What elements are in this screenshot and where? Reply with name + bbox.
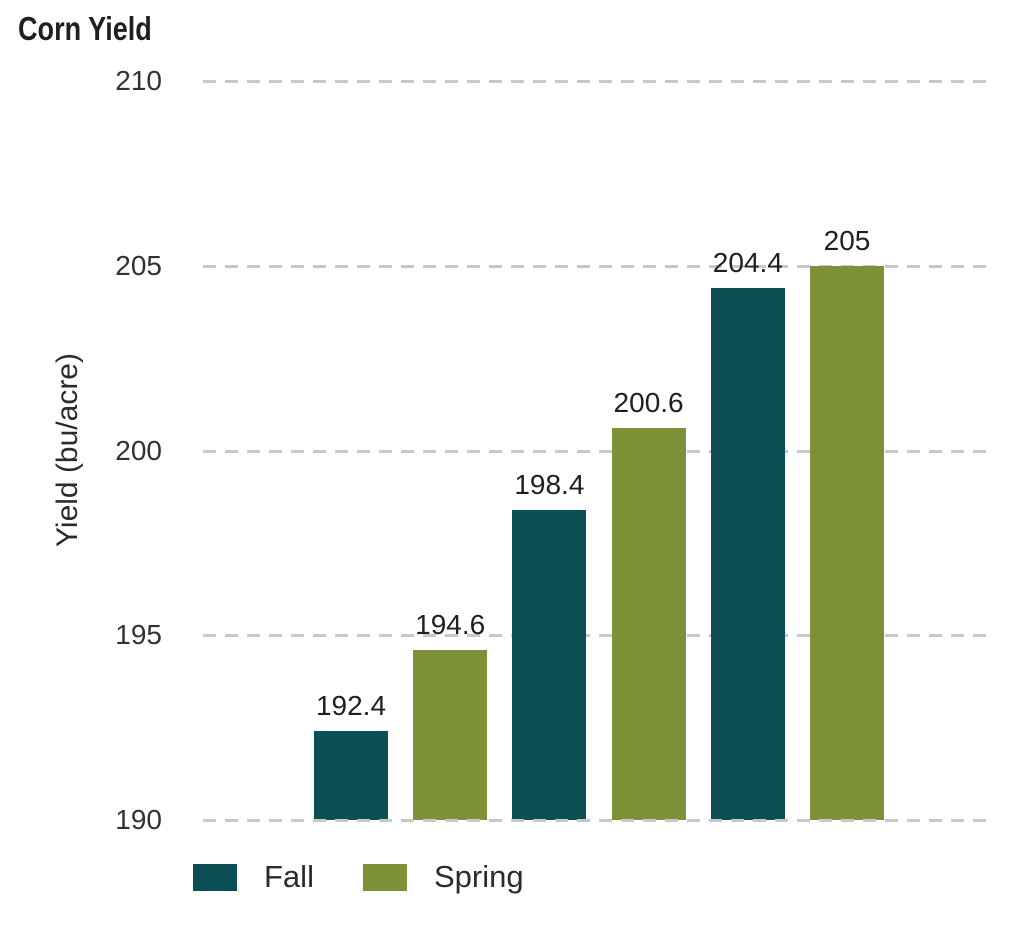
bar-fall-2 bbox=[512, 509, 587, 820]
gridline-200 bbox=[203, 449, 993, 453]
bar-spring-3 bbox=[810, 265, 884, 820]
bar-fall-1 bbox=[314, 731, 388, 820]
legend: Fall Spring bbox=[193, 860, 524, 894]
bar-spring-2 bbox=[611, 428, 686, 820]
gridline-210 bbox=[203, 80, 993, 83]
chart-title: Corn Yield bbox=[18, 10, 152, 47]
legend-item-spring: Spring bbox=[362, 859, 524, 894]
bar-spring-1 bbox=[413, 650, 488, 820]
legend-label-spring: Spring bbox=[433, 859, 524, 894]
y-tick-label-200: 200 bbox=[115, 434, 162, 466]
gridline-190 bbox=[203, 819, 993, 822]
legend-swatch-fall bbox=[193, 863, 237, 891]
bar-fall-3-value-label: 204.4 bbox=[712, 246, 783, 278]
bar-fall-3 bbox=[710, 287, 785, 820]
legend-label-fall: Fall bbox=[264, 859, 314, 894]
bar-fall-2-value-label: 198.4 bbox=[514, 468, 585, 500]
bar-spring-3-value-label: 205 bbox=[823, 224, 871, 256]
y-tick-label-210: 210 bbox=[115, 65, 162, 96]
gridline-195 bbox=[203, 634, 993, 638]
bar-spring-2-value-label: 200.6 bbox=[613, 387, 684, 419]
y-tick-label-190: 190 bbox=[115, 804, 162, 835]
gridline-205 bbox=[203, 264, 993, 268]
legend-item-fall: Fall bbox=[193, 860, 314, 894]
y-tick-label-195: 195 bbox=[115, 619, 162, 651]
y-tick-label-205: 205 bbox=[115, 249, 162, 281]
bar-fall-1-value-label: 192.4 bbox=[315, 690, 387, 722]
legend-swatch-spring bbox=[362, 863, 407, 891]
bar-spring-1-value-label: 194.6 bbox=[415, 609, 486, 641]
